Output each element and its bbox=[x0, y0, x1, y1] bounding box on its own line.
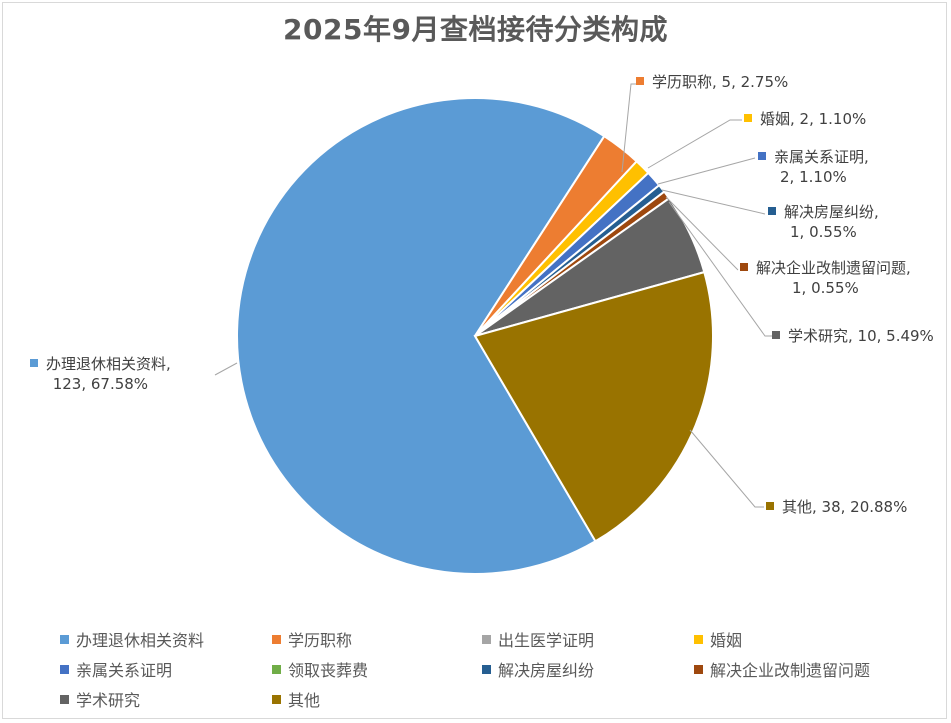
legend-swatch-icon bbox=[772, 330, 780, 339]
legend-swatch-icon bbox=[482, 665, 491, 674]
pie-slice bbox=[236, 97, 606, 575]
data-label-enterprise: 解决企业改制遗留问题, 1, 0.55% bbox=[740, 258, 911, 298]
label-text: 1, 0.55% bbox=[790, 223, 857, 241]
pie-slices bbox=[236, 97, 714, 575]
legend-swatch-icon bbox=[694, 635, 703, 644]
data-label-research: 学术研究, 10, 5.49% bbox=[772, 326, 934, 346]
legend-swatch-icon bbox=[482, 635, 491, 644]
label-text: 123, 67.58% bbox=[52, 375, 149, 393]
leader-lines bbox=[214, 83, 772, 508]
label-text: 学历职称, 5, 2.75% bbox=[652, 73, 789, 91]
legend-label: 亲属关系证明 bbox=[76, 661, 173, 680]
legend-item: 办理退休相关资料 bbox=[60, 627, 204, 651]
chart-title: 2025年9月查档接待分类构成 bbox=[283, 13, 668, 46]
legend-swatch-icon bbox=[272, 635, 281, 644]
label-text: 2, 1.10% bbox=[780, 168, 847, 186]
legend-label: 学术研究 bbox=[76, 691, 141, 710]
data-label-retire: 办理退休相关资料, 123, 67.58% bbox=[30, 354, 171, 394]
legend-item: 学历职称 bbox=[272, 627, 352, 651]
label-text: 1, 0.55% bbox=[792, 279, 859, 297]
data-label-other: 其他, 38, 20.88% bbox=[766, 497, 907, 517]
legend-item: 解决企业改制遗留问题 bbox=[694, 657, 870, 681]
legend-swatch-icon bbox=[272, 665, 281, 674]
data-label-marriage: 婚姻, 2, 1.10% bbox=[744, 109, 866, 129]
legend-label: 解决企业改制遗留问题 bbox=[710, 661, 871, 680]
legend-item: 出生医学证明 bbox=[482, 627, 594, 651]
legend-swatch-icon bbox=[60, 635, 69, 644]
legend-swatch-icon bbox=[60, 665, 69, 674]
legend-swatch-icon bbox=[60, 695, 69, 704]
data-label-housing: 解决房屋纠纷, 1, 0.55% bbox=[768, 202, 879, 242]
pie-slice bbox=[473, 270, 714, 543]
legend-label: 出生医学证明 bbox=[498, 631, 595, 650]
legend-swatch-icon bbox=[758, 151, 766, 160]
legend-swatch-icon bbox=[272, 695, 281, 704]
label-text: 学术研究, 10, 5.49% bbox=[788, 327, 934, 345]
label-text: 其他, 38, 20.88% bbox=[782, 498, 908, 516]
legend-swatch-icon bbox=[30, 358, 38, 367]
legend-swatch-icon bbox=[768, 206, 776, 215]
legend-swatch-icon bbox=[740, 262, 748, 271]
legend-item: 领取丧葬费 bbox=[272, 657, 368, 681]
legend-item: 学术研究 bbox=[60, 687, 140, 711]
legend-swatch-icon bbox=[694, 665, 703, 674]
label-text: 解决企业改制遗留问题, bbox=[756, 259, 911, 277]
legend-label: 领取丧葬费 bbox=[288, 661, 369, 680]
label-text: 亲属关系证明, bbox=[774, 148, 869, 166]
data-label-edu: 学历职称, 5, 2.75% bbox=[636, 72, 788, 92]
legend-item: 其他 bbox=[272, 687, 320, 711]
legend-item: 解决房屋纠纷 bbox=[482, 657, 594, 681]
label-text: 办理退休相关资料, bbox=[46, 355, 171, 373]
legend-swatch-icon bbox=[744, 113, 752, 122]
legend-label: 解决房屋纠纷 bbox=[498, 661, 595, 680]
legend-item: 亲属关系证明 bbox=[60, 657, 172, 681]
legend-label: 办理退休相关资料 bbox=[76, 631, 205, 650]
label-text: 解决房屋纠纷, bbox=[784, 203, 879, 221]
legend-swatch-icon bbox=[636, 76, 644, 85]
data-label-kinship: 亲属关系证明, 2, 1.10% bbox=[758, 147, 869, 187]
legend-label: 学历职称 bbox=[288, 631, 353, 650]
legend-swatch-icon bbox=[766, 501, 774, 510]
legend-label: 其他 bbox=[288, 691, 321, 710]
label-text: 婚姻, 2, 1.10% bbox=[760, 110, 867, 128]
legend-label: 婚姻 bbox=[710, 631, 743, 650]
legend-item: 婚姻 bbox=[694, 627, 742, 651]
